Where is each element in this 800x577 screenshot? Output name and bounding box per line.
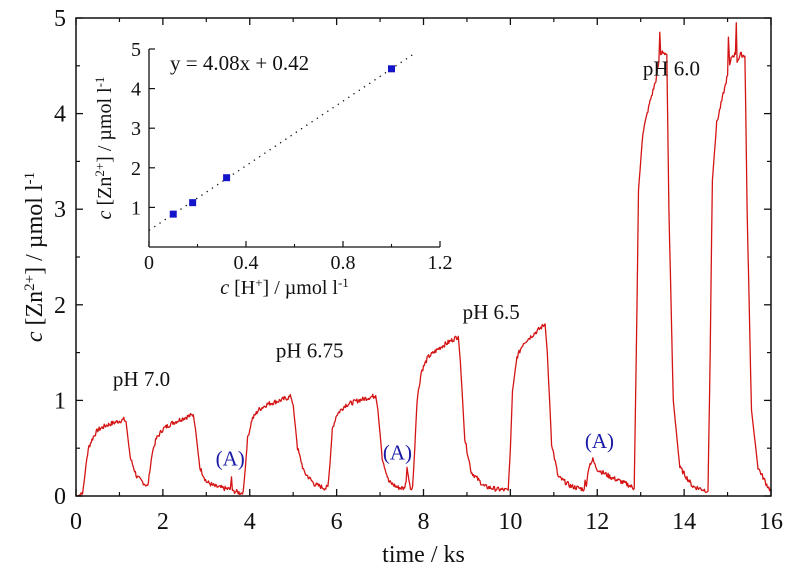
x-axis-title: time / ks (382, 542, 465, 568)
inset-x-tick-label: 1.2 (428, 252, 453, 274)
inset-y-tick-label: 5 (131, 39, 141, 61)
inset-points-layer (169, 65, 395, 218)
ph-label: pH 6.0 (643, 56, 700, 80)
x-tick-label: 8 (418, 509, 430, 535)
inset-y-tick-label: 4 (131, 79, 141, 101)
artifact-label: (A) (585, 429, 614, 453)
inset-fit-line (148, 52, 417, 231)
y-axis-title: c [Zn2+] / µmol l-1 (22, 172, 48, 342)
inset-y-tick-label: 2 (131, 158, 141, 180)
x-tick-label: 0 (70, 509, 82, 535)
x-tick-label: 12 (585, 509, 609, 535)
inset-x-axis-title: c [H+] / µmol l-1 (220, 275, 349, 300)
series-line-zn (75, 22, 772, 497)
x-tick-label: 10 (498, 509, 522, 535)
y-tick-label: 2 (54, 293, 66, 319)
inset-x-tick-label: 0.4 (234, 252, 259, 274)
inset-data-point (223, 174, 231, 182)
artifact-label: (A) (383, 441, 412, 465)
y-tick-label: 0 (54, 484, 66, 510)
inset-plot: 0 0.4 0.8 1.2 1 2 3 4 5 y = 4.08x + 0.42 c [H+] … (92, 39, 453, 299)
inset-data-point (169, 210, 177, 218)
ph-label: pH 6.5 (463, 300, 520, 324)
fit-equation-label: y = 4.08x + 0.42 (170, 51, 309, 75)
inset-data-point (388, 65, 395, 73)
main-series-layer (75, 22, 772, 497)
x-tick-label: 16 (759, 509, 783, 535)
y-tick-label: 4 (54, 102, 66, 128)
inset-x-tick-label: 0.8 (331, 252, 356, 274)
y-tick-label: 3 (54, 197, 66, 223)
artifact-label: (A) (216, 446, 245, 470)
inset-data-point (189, 199, 197, 207)
main-annotations-layer: pH 7.0 pH 6.75 pH 6.5 pH 6.0 (A) (A) (A) (113, 56, 700, 470)
y-tick-label: 1 (54, 388, 66, 414)
ph-label: pH 7.0 (113, 367, 170, 391)
inset-x-tick-label: 0 (144, 252, 154, 274)
x-tick-label: 14 (672, 509, 696, 535)
y-tick-label: 5 (54, 6, 66, 32)
inset-axes-layer: 0 0.4 0.8 1.2 1 2 3 4 5 (131, 39, 453, 274)
inset-y-tick-label: 1 (131, 197, 141, 219)
x-tick-label: 2 (157, 509, 169, 535)
inset-y-tick-label: 3 (131, 118, 141, 140)
inset-y-axis-title: c [Zn2+] / µmol l-1 (92, 77, 117, 220)
inset-fit-line-layer (148, 52, 417, 231)
ph-label: pH 6.75 (276, 338, 344, 362)
x-tick-label: 4 (244, 509, 256, 535)
x-tick-label: 6 (331, 509, 343, 535)
